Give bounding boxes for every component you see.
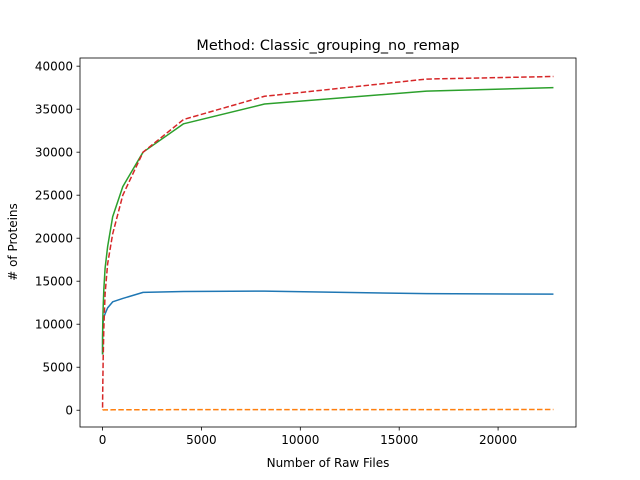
series-line-3: [101, 86, 554, 355]
y-axis-label: # of Proteins: [6, 203, 20, 281]
y-tick-label: 20000: [35, 232, 73, 246]
x-tick-label: 10000: [281, 433, 319, 447]
y-tick-label: 30000: [35, 146, 73, 160]
y-tick-label: 35000: [35, 103, 73, 117]
x-tick-label: 15000: [380, 433, 418, 447]
y-tick-label: 5000: [42, 361, 73, 375]
y-tick-label: 40000: [35, 60, 73, 74]
x-axis-label: Number of Raw Files: [267, 456, 390, 470]
series-layer: [101, 75, 554, 411]
plot-frame: [79, 57, 577, 428]
x-tick-label: 5000: [186, 433, 217, 447]
x-tick-label: 0: [99, 433, 107, 447]
chart-title: Method: Classic_grouping_no_remap: [196, 38, 459, 54]
y-axis-ticks: 0 5000 10000 15000 20000 25000 30000 35000 40000: [35, 60, 80, 418]
y-tick-label: 15000: [35, 275, 73, 289]
y-tick-label: 0: [65, 404, 73, 418]
x-tick-label: 20000: [479, 433, 517, 447]
y-tick-label: 10000: [35, 318, 73, 332]
series-line-2: [101, 408, 554, 411]
series-line-4: [101, 75, 554, 408]
y-tick-label: 25000: [35, 189, 73, 203]
x-axis-ticks: 0 5000 10000 15000 20000: [99, 427, 517, 447]
